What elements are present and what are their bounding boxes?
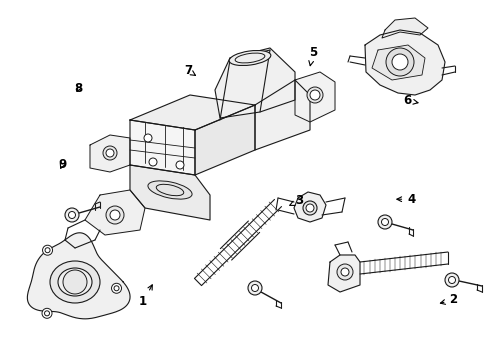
Circle shape xyxy=(103,146,117,160)
Text: 2: 2 xyxy=(439,293,456,306)
Text: 6: 6 xyxy=(402,94,417,107)
Circle shape xyxy=(251,285,258,292)
Circle shape xyxy=(306,87,322,103)
Polygon shape xyxy=(381,18,427,38)
Circle shape xyxy=(114,286,119,291)
Polygon shape xyxy=(294,72,334,122)
Circle shape xyxy=(68,211,76,218)
Circle shape xyxy=(340,268,348,276)
Circle shape xyxy=(106,149,114,157)
Circle shape xyxy=(309,90,319,100)
Circle shape xyxy=(42,308,52,318)
Polygon shape xyxy=(130,95,255,130)
Ellipse shape xyxy=(229,50,270,66)
Circle shape xyxy=(106,206,124,224)
Circle shape xyxy=(110,210,120,220)
Circle shape xyxy=(65,208,79,222)
Circle shape xyxy=(176,161,183,169)
Text: 4: 4 xyxy=(396,193,415,206)
Circle shape xyxy=(391,54,407,70)
Circle shape xyxy=(247,281,261,295)
Polygon shape xyxy=(85,190,145,235)
Polygon shape xyxy=(293,192,325,222)
Text: 3: 3 xyxy=(289,194,303,207)
Circle shape xyxy=(111,283,121,293)
Polygon shape xyxy=(255,80,309,150)
Circle shape xyxy=(45,248,50,253)
Circle shape xyxy=(63,270,87,294)
Circle shape xyxy=(381,218,388,226)
Polygon shape xyxy=(214,48,294,118)
Ellipse shape xyxy=(58,268,92,296)
Text: 5: 5 xyxy=(308,46,317,66)
Text: 8: 8 xyxy=(74,82,83,95)
Circle shape xyxy=(336,264,352,280)
Circle shape xyxy=(45,311,49,316)
Polygon shape xyxy=(195,105,255,175)
Circle shape xyxy=(302,201,317,215)
Polygon shape xyxy=(364,30,444,95)
Ellipse shape xyxy=(50,261,100,303)
Circle shape xyxy=(385,48,413,76)
Circle shape xyxy=(149,158,157,166)
Circle shape xyxy=(305,204,313,212)
Polygon shape xyxy=(371,45,424,80)
Polygon shape xyxy=(27,233,130,319)
Circle shape xyxy=(43,245,52,255)
Text: 1: 1 xyxy=(139,285,152,308)
Polygon shape xyxy=(327,255,359,292)
Circle shape xyxy=(377,215,391,229)
Ellipse shape xyxy=(148,181,192,199)
Polygon shape xyxy=(130,165,210,220)
Polygon shape xyxy=(90,135,130,172)
Text: 7: 7 xyxy=(184,64,195,77)
Circle shape xyxy=(444,273,458,287)
Circle shape xyxy=(448,277,454,283)
Text: 9: 9 xyxy=(58,159,66,171)
Circle shape xyxy=(144,134,151,142)
Polygon shape xyxy=(130,120,195,175)
